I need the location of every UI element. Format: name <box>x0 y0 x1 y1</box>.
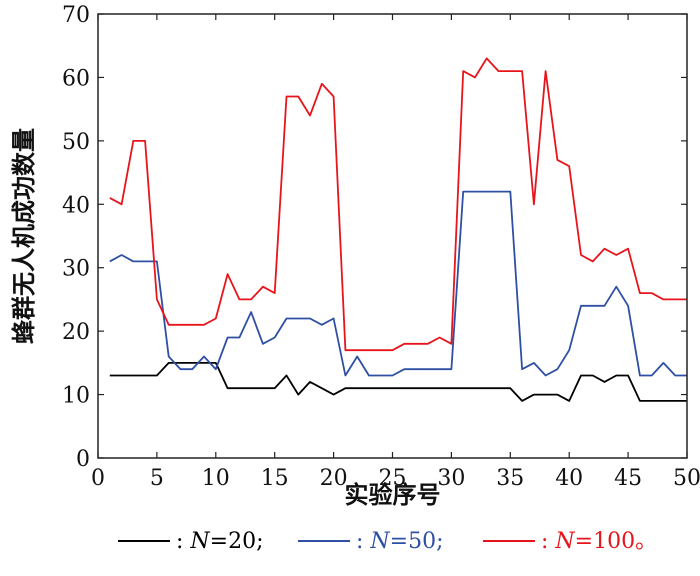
x-tick-label: 5 <box>150 466 164 491</box>
y-tick-label: 70 <box>62 3 90 28</box>
series-line-3 <box>109 57 687 352</box>
y-tick-label: 50 <box>62 130 90 155</box>
legend-label: : N=100。 <box>541 529 657 554</box>
x-axis-title: 实验序号 <box>345 480 441 509</box>
legend-label: : N=50; <box>356 529 444 554</box>
x-tick-label: 30 <box>437 466 465 491</box>
plot-frame <box>97 13 688 459</box>
series-layer <box>109 57 687 402</box>
y-tick-label: 30 <box>62 257 90 282</box>
y-axis-title: 蜂群无人机成功数量 <box>9 128 38 344</box>
x-tick-label: 25 <box>379 466 407 491</box>
x-tick-label: 15 <box>261 466 289 491</box>
x-tick-label: 0 <box>91 466 105 491</box>
series-line-1 <box>109 361 687 402</box>
legend: : N=20; : N=50; : N=100。 <box>118 529 657 554</box>
x-tick-label: 20 <box>320 466 348 491</box>
x-tick-label: 40 <box>555 466 583 491</box>
y-tick-label: 10 <box>62 384 90 409</box>
ticks-layer: 0 5 10 15 20 25 30 35 40 45 50 0 10 20 30 40 50 60 70 <box>62 3 700 491</box>
x-tick-label: 35 <box>496 466 524 491</box>
y-tick-label: 40 <box>62 193 90 218</box>
legend-label: : N=20; <box>176 529 264 554</box>
y-tick-label: 60 <box>62 66 90 91</box>
y-tick-label: 0 <box>76 447 90 472</box>
x-tick-label: 10 <box>202 466 230 491</box>
x-tick-label: 50 <box>673 466 700 491</box>
y-tick-label: 20 <box>62 320 90 345</box>
x-tick-label: 45 <box>614 466 642 491</box>
series-line-2 <box>109 190 687 377</box>
